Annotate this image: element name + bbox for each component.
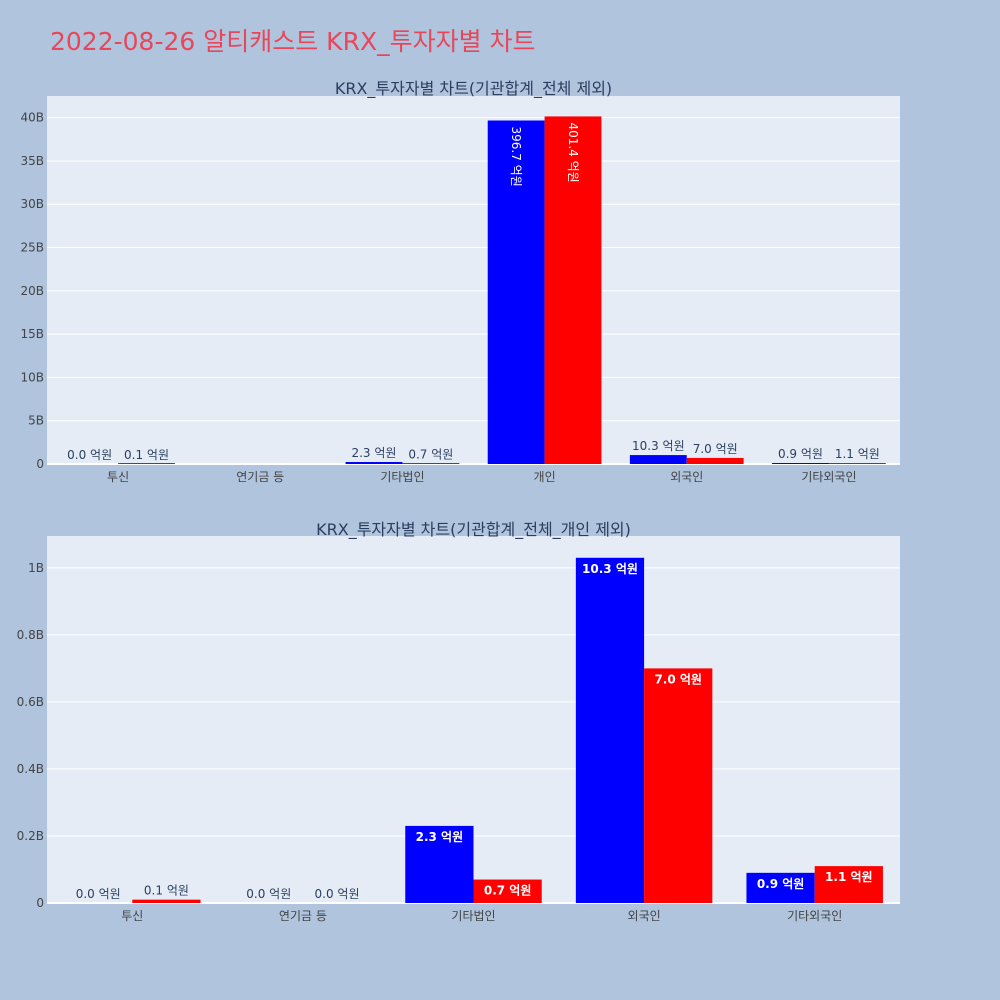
y-tick-label: 35B: [20, 154, 44, 168]
page-title: 2022-08-26 알티캐스트 KRX_투자자별 차트: [50, 27, 536, 56]
bar: [405, 825, 474, 903]
y-tick-label: 0: [36, 896, 44, 910]
x-tick-label: 외국인: [670, 470, 703, 484]
y-tick-label: 40B: [20, 111, 44, 125]
data-label: 7.0 억원: [693, 442, 738, 456]
x-tick-label: 연기금 등: [279, 909, 327, 923]
data-label: 0.7 억원: [408, 447, 453, 461]
x-tick-label: 기타법인: [380, 470, 424, 484]
bar: [746, 872, 815, 903]
y-tick-label: 15B: [20, 327, 44, 341]
data-label: 0.0 억원: [76, 887, 121, 901]
x-tick-label: 기타법인: [451, 909, 495, 923]
bar: [544, 116, 602, 465]
bar: [118, 463, 175, 464]
bar: [345, 462, 403, 464]
data-label: 2.3 억원: [416, 830, 464, 844]
bar: [644, 668, 713, 903]
data-label: 0.9 억원: [778, 447, 823, 461]
y-tick-label: 20B: [20, 284, 44, 298]
data-label: 396.7 억원: [509, 127, 523, 187]
x-tick-label: 기타외국인: [801, 470, 856, 484]
bar: [814, 866, 883, 903]
data-label: 1.1 억원: [825, 870, 873, 884]
bar: [473, 879, 542, 903]
bar: [828, 463, 886, 464]
y-tick-label: 5B: [28, 414, 44, 428]
data-label: 0.1 억원: [144, 884, 189, 898]
data-label: 0.1 억원: [124, 448, 169, 462]
data-label: 10.3 억원: [582, 562, 638, 576]
data-label: 0.7 억원: [484, 884, 532, 898]
chart-top: KRX_투자자별 차트(기관합계_전체 제외) 0 5B 10B 15B 20B 25B 30…: [20, 79, 900, 484]
y-tick-label: 0.8B: [17, 628, 44, 642]
data-label: 1.1 억원: [835, 447, 880, 461]
bar: [575, 557, 645, 903]
y-tick-label: 10B: [20, 370, 44, 384]
chart-title: KRX_투자자별 차트(기관합계_전체 제외): [335, 79, 612, 99]
data-label: 10.3 억원: [632, 439, 685, 453]
data-label: 0.9 억원: [757, 877, 805, 891]
bar: [487, 120, 545, 465]
y-tick-label: 0: [36, 457, 44, 471]
x-tick-label: 개인: [534, 470, 556, 484]
y-tick-label: 0.6B: [17, 695, 44, 709]
y-tick-label: 0.2B: [17, 829, 44, 843]
bar: [132, 899, 201, 903]
data-label: 0.0 억원: [246, 887, 291, 901]
x-tick-label: 외국인: [628, 909, 661, 923]
x-tick-label: 기타외국인: [787, 909, 842, 923]
bar: [772, 463, 829, 464]
chart-title: KRX_투자자별 차트(기관합계_전체_개인 제외): [316, 520, 631, 540]
y-tick-label: 0.4B: [17, 762, 44, 776]
x-tick-label: 연기금 등: [236, 470, 284, 484]
data-label: 401.4 억원: [566, 122, 580, 182]
bar: [629, 455, 687, 464]
y-tick-label: 1B: [28, 561, 44, 575]
data-label: 0.0 억원: [315, 887, 360, 901]
data-label: 0.0 억원: [67, 448, 112, 462]
x-tick-label: 투신: [121, 909, 143, 923]
x-tick-label: 투신: [107, 470, 129, 484]
plot-area: [47, 96, 900, 464]
bar: [686, 457, 744, 464]
y-tick-label: 30B: [20, 197, 44, 211]
bar: [402, 463, 460, 464]
data-label: 7.0 억원: [654, 672, 702, 686]
y-tick-label: 25B: [20, 241, 44, 255]
data-label: 2.3 억원: [351, 446, 396, 460]
